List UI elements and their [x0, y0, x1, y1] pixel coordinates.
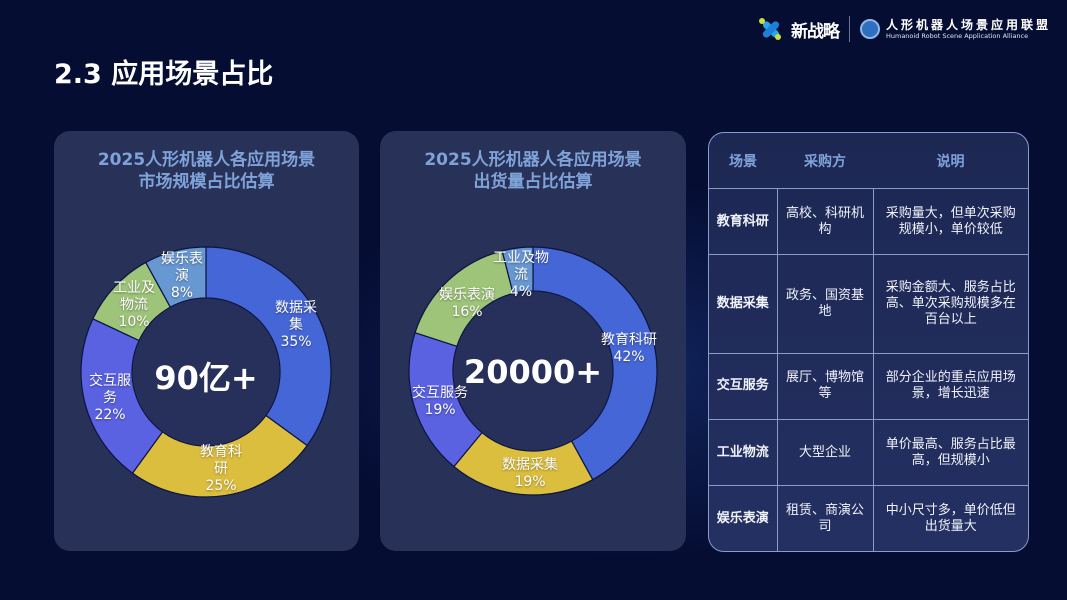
donut-slice: [532, 246, 658, 481]
brand-name: 新战略: [790, 21, 840, 42]
table-row: 娱乐表演 租赁、商演公司 中小尺寸多，单价低但出货量大: [709, 485, 1028, 551]
page-title: 2.3 应用场景占比: [54, 59, 274, 90]
chart-title: 2025人形机器人各应用场景 出货量占比估算: [424, 150, 642, 192]
alliance-logo: 人形机器人场景应用联盟 Humanoid Robot Scene Applica…: [859, 17, 1051, 40]
donut-center-value: 90亿+: [154, 359, 258, 397]
donut-slice: [144, 246, 207, 308]
slice-label-entertainment: 娱乐表演 16%: [439, 287, 495, 320]
header-buyer: 采购方: [777, 133, 873, 189]
alliance-name-en: Humanoid Robot Scene Application Allianc…: [885, 31, 1029, 40]
shipment-donut-chart: [408, 246, 658, 496]
donut-slice: [205, 246, 332, 447]
cell-buyer: 政务、国资基地: [777, 254, 874, 354]
alliance-badge-icon: [859, 19, 880, 39]
slice-label-education: 教育科研 42%: [601, 332, 657, 365]
slice-label-industrial: 工业及物流 4%: [493, 250, 549, 300]
table-row: 教育科研 高校、科研机构 采购量大，但单次采购规模小，单价较低: [709, 188, 1028, 255]
header-divider: [848, 16, 850, 42]
scenario-table: 场景 采购方 说明 教育科研 高校、科研机构 采购量大，但单次采购规模小，单价较…: [708, 132, 1029, 552]
cell-note: 采购量大，但单次采购规模小，单价较低: [885, 205, 1016, 237]
cell-scene: 工业物流: [709, 418, 778, 486]
cell-scene: 教育科研: [709, 188, 778, 255]
cell-buyer: 租赁、商演公司: [777, 485, 874, 551]
donut-slice: [501, 246, 534, 295]
cell-buyer: 高校、科研机构: [777, 188, 874, 255]
cell-note: 采购金额大、服务占比高、单次采购规模多在百台以上: [873, 254, 1028, 354]
brand-logo-icon: [758, 18, 781, 40]
cell-scene: 数据采集: [709, 254, 778, 354]
market-size-chart-panel: 2025人形机器人各应用场景 市场规模占比估算 90亿+ 数据采集 35% 教育科…: [54, 131, 359, 551]
market-size-donut-chart: [80, 246, 332, 498]
table-row: 数据采集 政务、国资基地 采购金额大、服务占比高、单次采购规模多在百台以上: [709, 254, 1028, 354]
cell-buyer: 展厅、博物馆等: [777, 352, 874, 420]
table-row: 交互服务 展厅、博物馆等 部分企业的重点应用场景，增长迅速: [709, 352, 1028, 420]
slice-label-interaction: 交互服务 19%: [412, 385, 468, 418]
table-row: 工业物流 大型企业 单价最高、服务占比最高，但规模小: [709, 418, 1028, 486]
cell-note: 中小尺寸多，单价低但出货量大: [873, 485, 1028, 551]
cell-scene: 交互服务: [709, 352, 778, 420]
header-note: 说明: [873, 133, 1028, 189]
cell-scene: 娱乐表演: [709, 485, 778, 551]
header-logos: 新战略 人形机器人场景应用联盟 Humanoid Robot Scene App…: [758, 16, 1051, 42]
table-header-row: 场景 采购方 说明: [709, 133, 1028, 189]
cell-note: 单价最高、服务占比最高，但规模小: [873, 418, 1028, 486]
slice-label-data-collection: 数据采集 35%: [275, 300, 317, 350]
cell-note: 部分企业的重点应用场景，增长迅速: [873, 352, 1028, 420]
header-scene: 场景: [709, 133, 777, 189]
slice-label-industrial: 工业及 物流 10%: [113, 280, 155, 330]
alliance-name-cn: 人形机器人场景应用联盟: [885, 17, 1051, 32]
donut-center-value: 20000+: [463, 353, 603, 391]
shipment-chart-panel: 2025人形机器人各应用场景 出货量占比估算 20000+ 教育科研 42% 数据…: [380, 131, 686, 551]
slice-label-education: 教育科研 25%: [200, 444, 242, 494]
cell-buyer: 大型企业: [777, 418, 874, 486]
chart-title: 2025人形机器人各应用场景 市场规模占比估算: [97, 150, 316, 192]
slice-label-entertainment: 娱乐表演 8%: [161, 251, 203, 301]
slice-label-data-collection: 数据采集 19%: [502, 457, 558, 490]
slice-label-interaction: 交互服务 22%: [89, 373, 131, 423]
donut-slice: [131, 414, 308, 498]
